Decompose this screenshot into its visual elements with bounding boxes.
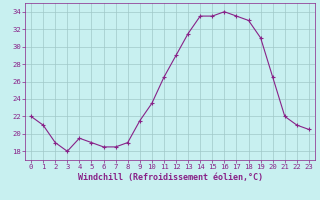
X-axis label: Windchill (Refroidissement éolien,°C): Windchill (Refroidissement éolien,°C) [77,173,262,182]
